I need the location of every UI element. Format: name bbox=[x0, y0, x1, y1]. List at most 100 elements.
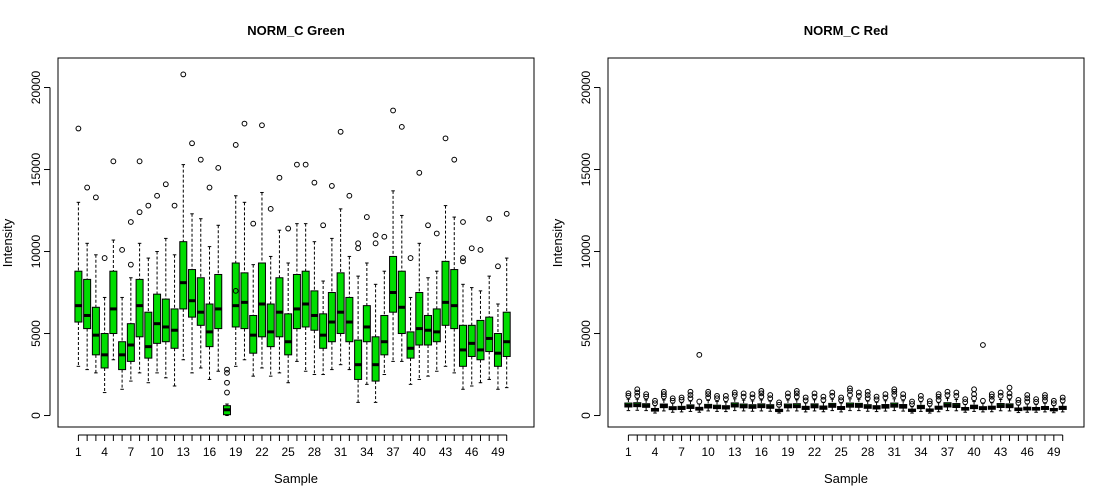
outlier-point bbox=[864, 395, 871, 402]
outlier-point bbox=[696, 398, 703, 405]
y-tick-label: 5000 bbox=[29, 320, 43, 347]
x-tick-label: 13 bbox=[177, 445, 191, 459]
x-tick-label: 37 bbox=[386, 445, 400, 459]
x-tick-label: 7 bbox=[678, 445, 685, 459]
box-sample-9 bbox=[144, 202, 153, 384]
outlier-point bbox=[749, 394, 756, 401]
outlier-point bbox=[776, 399, 782, 406]
outlier-point bbox=[758, 390, 765, 397]
outlier-point bbox=[1024, 395, 1031, 402]
outlier-point bbox=[855, 392, 862, 399]
box-sample-7 bbox=[126, 219, 135, 382]
x-tick-label: 31 bbox=[334, 445, 348, 459]
outlier-point bbox=[802, 394, 809, 401]
box-sample-23 bbox=[266, 205, 275, 377]
box-sample-31 bbox=[890, 386, 899, 412]
outlier-point bbox=[1024, 398, 1031, 405]
box-sample-11 bbox=[161, 181, 170, 379]
box-sample-24 bbox=[275, 174, 284, 374]
box-body bbox=[397, 270, 406, 335]
box-body bbox=[485, 316, 494, 353]
chart-title: NORM_C Green bbox=[247, 23, 345, 38]
outlier-point bbox=[1033, 399, 1040, 405]
x-tick-label: 46 bbox=[1021, 445, 1035, 459]
outlier-point bbox=[847, 392, 853, 398]
box-body bbox=[319, 313, 328, 349]
outlier-point bbox=[267, 205, 274, 212]
box-sample-44 bbox=[1005, 384, 1014, 412]
box-sample-10 bbox=[704, 388, 713, 412]
box-sample-45 bbox=[1014, 397, 1023, 414]
outlier-point bbox=[442, 135, 449, 142]
box-body bbox=[292, 273, 301, 330]
x-tick-label: 28 bbox=[308, 445, 322, 459]
box-group bbox=[624, 342, 1067, 414]
x-axis: 1 4 7 10 13 16 19 22 25 28 31 34 37 40 43 46 49 bbox=[75, 434, 508, 459]
box-body bbox=[389, 255, 398, 313]
outlier-point bbox=[372, 240, 379, 247]
box-sample-32 bbox=[345, 192, 354, 371]
outlier-point bbox=[882, 391, 889, 398]
outlier-point bbox=[346, 192, 353, 199]
outlier-point bbox=[460, 219, 466, 225]
box-sample-4 bbox=[100, 255, 109, 394]
y-tick-label: 15000 bbox=[29, 153, 43, 187]
box-sample-9 bbox=[695, 351, 704, 413]
outlier-point bbox=[917, 392, 924, 399]
x-tick-label: 43 bbox=[439, 445, 453, 459]
outlier-point bbox=[460, 258, 466, 265]
box-body bbox=[109, 270, 118, 335]
outlier-point bbox=[215, 164, 222, 171]
box-sample-27 bbox=[854, 389, 863, 412]
box-sample-19 bbox=[783, 390, 792, 412]
x-tick-label: 34 bbox=[914, 445, 928, 459]
outlier-point bbox=[154, 192, 160, 199]
y-tick-label: 15000 bbox=[579, 153, 593, 187]
outlier-point bbox=[731, 392, 738, 398]
box-body bbox=[126, 323, 135, 362]
box-sample-12 bbox=[170, 202, 179, 387]
box-body bbox=[284, 313, 293, 356]
box-body bbox=[450, 269, 459, 330]
outlier-point bbox=[119, 246, 126, 253]
outlier-point bbox=[678, 394, 685, 401]
box-sample-25 bbox=[284, 225, 293, 384]
box-body bbox=[205, 303, 214, 348]
box-sample-2 bbox=[83, 184, 92, 371]
box-body bbox=[135, 278, 144, 338]
outlier-point bbox=[1024, 392, 1031, 398]
box-body bbox=[502, 311, 511, 357]
box-body bbox=[144, 311, 153, 359]
box-sample-27 bbox=[301, 161, 310, 372]
box-body bbox=[196, 277, 205, 326]
outlier-point bbox=[197, 156, 204, 163]
box-body bbox=[441, 260, 450, 326]
outlier-point bbox=[241, 120, 248, 127]
box-body bbox=[74, 270, 83, 323]
box-sample-38 bbox=[397, 123, 406, 362]
box-body bbox=[301, 270, 310, 328]
outlier-point bbox=[935, 397, 942, 403]
box-sample-25 bbox=[837, 394, 846, 413]
box-body bbox=[458, 324, 467, 367]
outlier-point bbox=[302, 161, 309, 168]
box-sample-8 bbox=[686, 388, 695, 412]
outlier-point bbox=[381, 233, 388, 240]
outlier-point bbox=[92, 194, 99, 201]
outlier-point bbox=[926, 400, 933, 407]
box-sample-13 bbox=[730, 389, 739, 412]
x-tick-label: 43 bbox=[994, 445, 1008, 459]
outlier-point bbox=[171, 202, 178, 209]
box-sample-47 bbox=[1032, 396, 1041, 413]
outlier-point bbox=[259, 122, 265, 129]
outlier-point bbox=[758, 388, 765, 394]
outlier-point bbox=[127, 261, 134, 268]
outlier-point bbox=[224, 369, 230, 376]
box-sample-36 bbox=[380, 233, 389, 376]
y-tick-label: 20000 bbox=[29, 71, 43, 105]
box-sample-43 bbox=[996, 389, 1005, 412]
x-tick-label: 10 bbox=[150, 445, 164, 459]
y-tick-label: 0 bbox=[579, 412, 593, 419]
outlier-point bbox=[811, 390, 818, 397]
x-tick-label: 19 bbox=[229, 445, 243, 459]
